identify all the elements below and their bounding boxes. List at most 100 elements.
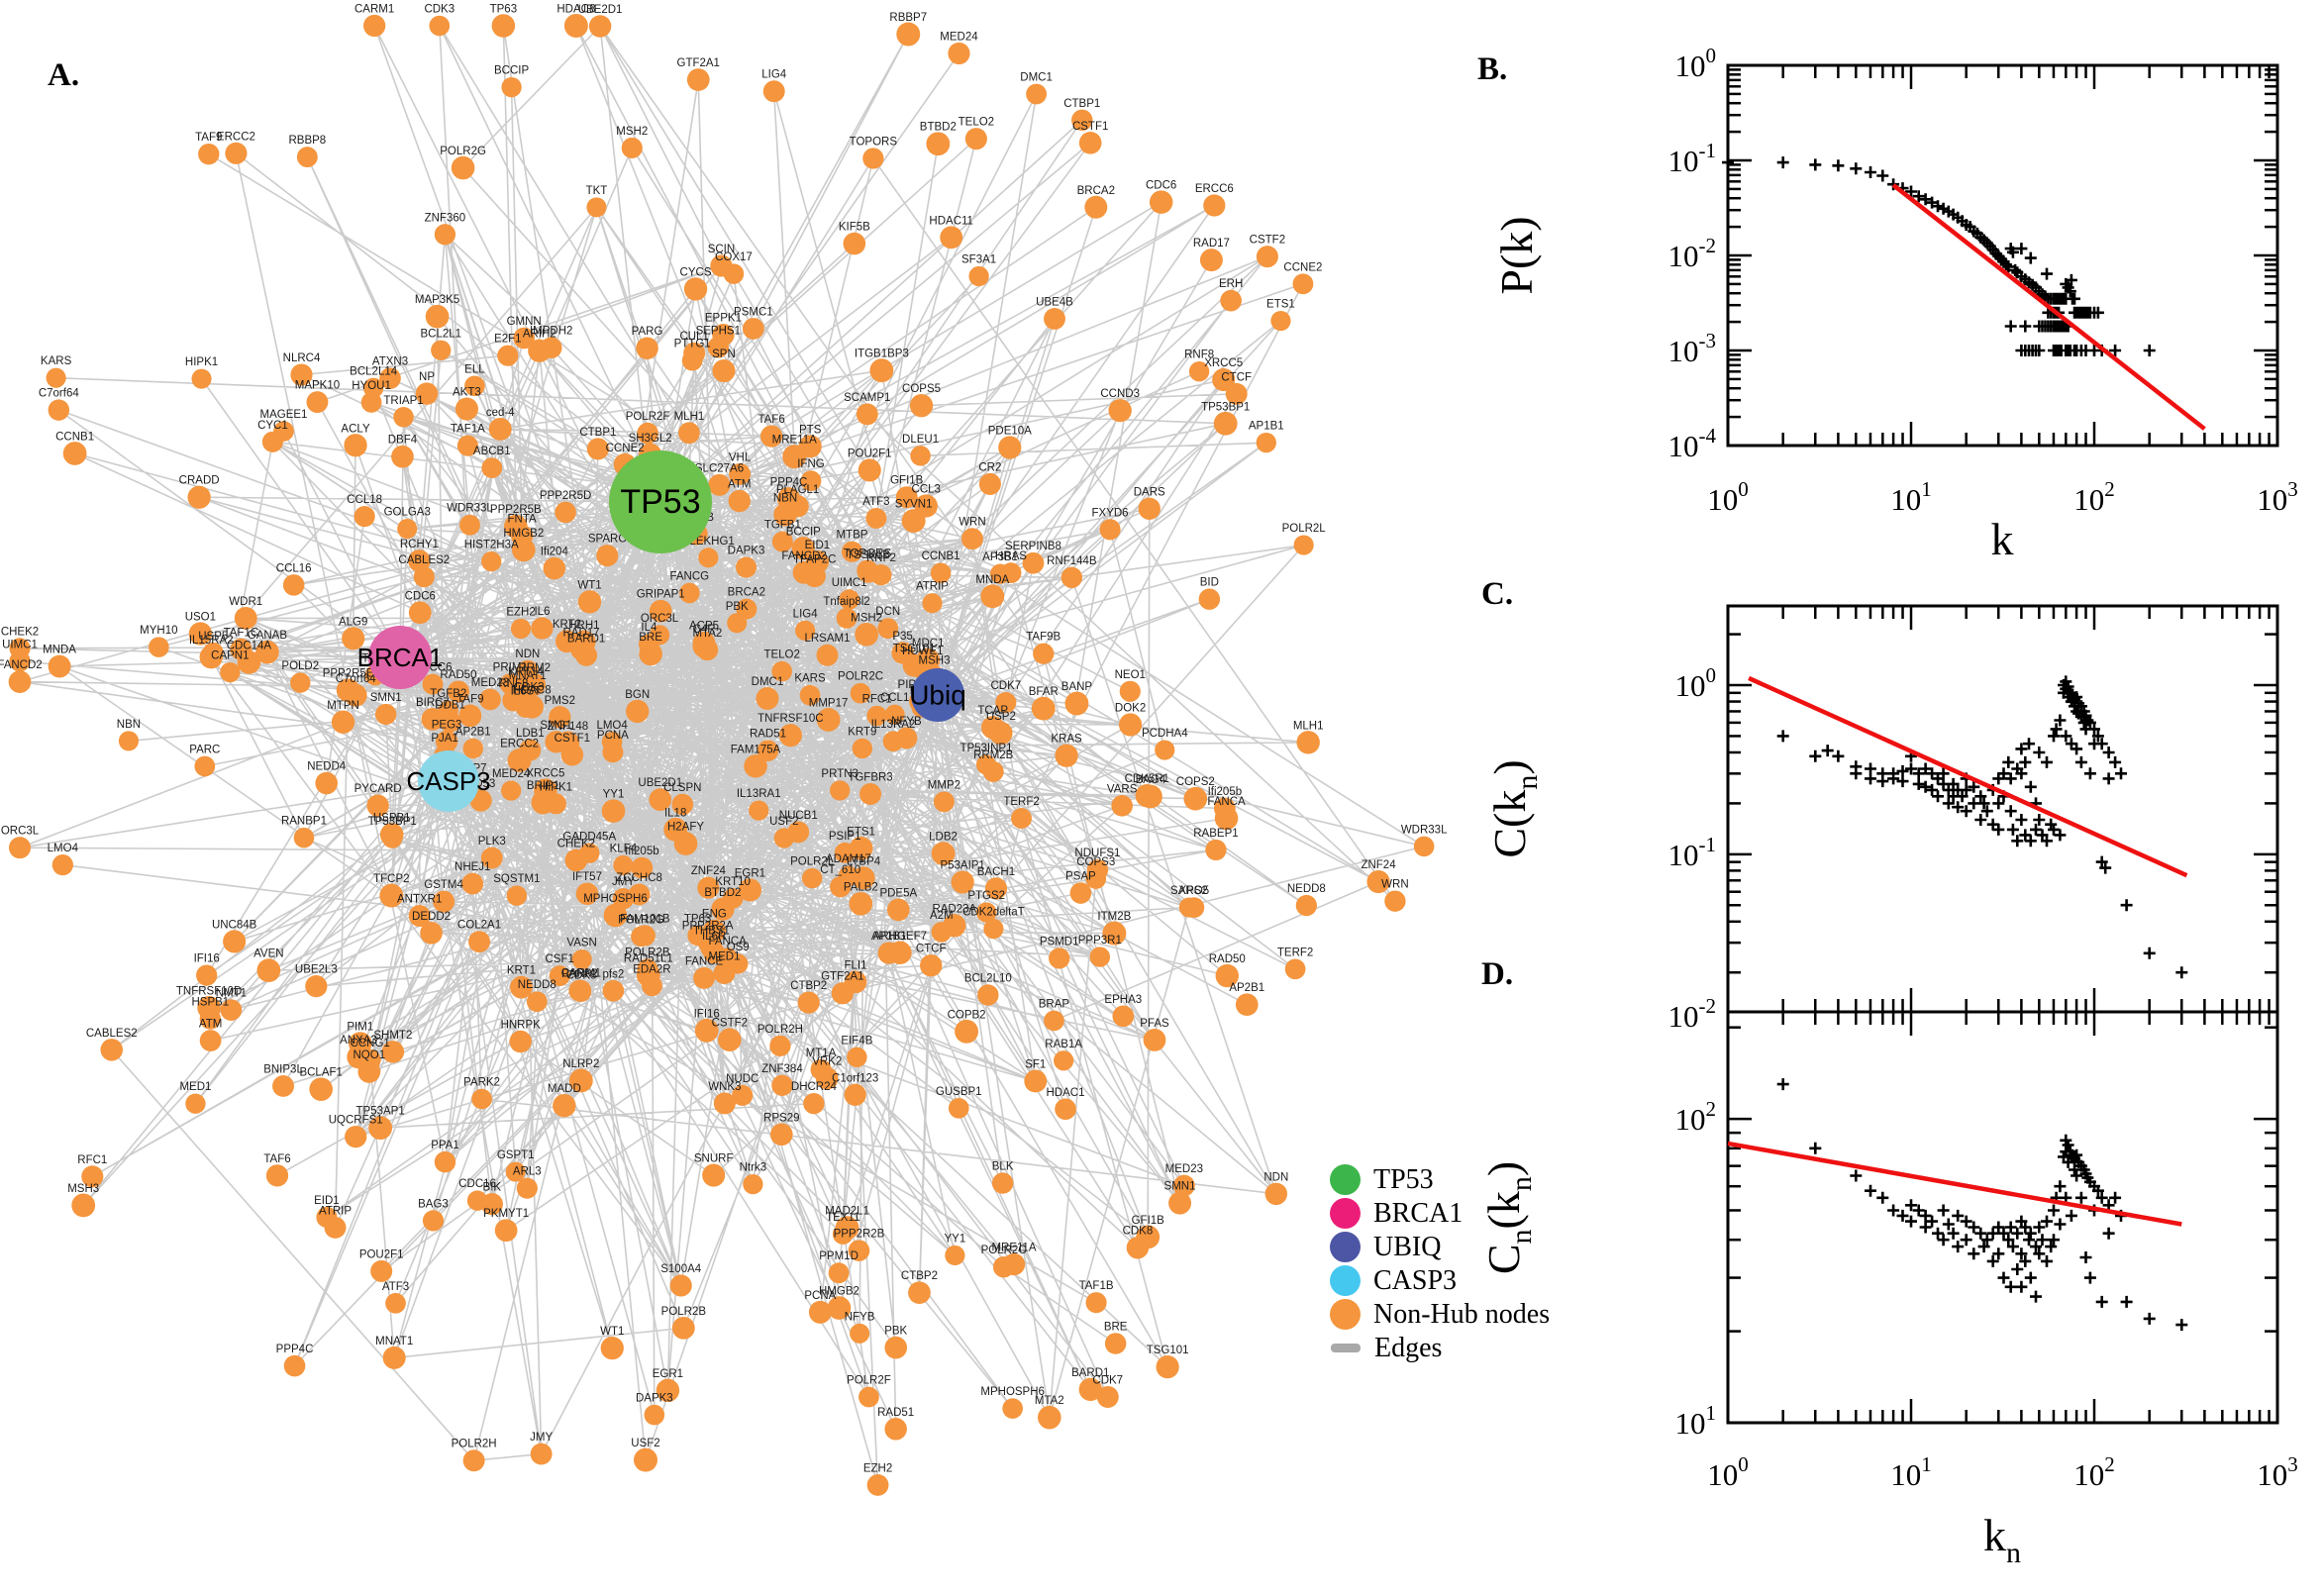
network-node [727, 953, 749, 974]
network-node [1033, 643, 1055, 664]
network-node-label: YY1 [603, 789, 625, 801]
network-node-label: TERF2 [1003, 796, 1039, 808]
network-node-label: CTBP1 [579, 427, 616, 439]
network-node-label: C4R [693, 624, 716, 636]
network-node-label: IL6 [534, 606, 550, 618]
network-node-label: EID1 [314, 1195, 340, 1207]
network-node-label: ITM2B [1097, 911, 1131, 923]
network-node-label: PTGS2 [967, 890, 1005, 902]
network-node [331, 710, 355, 734]
network-node [980, 584, 1005, 609]
network-node [995, 692, 1017, 714]
network-node [926, 132, 951, 156]
network-node-label: TAF1C [224, 627, 259, 639]
network-node [856, 403, 878, 426]
network-node-label: WDR33L [447, 503, 493, 515]
network-node-label: CDC6 [405, 590, 436, 602]
tick-label: 100 [1707, 477, 1749, 517]
tick-label: 102 [1675, 1097, 1717, 1137]
network-node-label: BCLAF1 [299, 1067, 342, 1079]
network-node [265, 1164, 289, 1187]
network-node-label: ALG9 [339, 616, 367, 628]
network-node-label: CR2 [978, 461, 1001, 473]
network-node [849, 891, 873, 916]
network-node [808, 1300, 832, 1324]
network-node-label: ced-4 [486, 407, 515, 419]
network-node-label: CYCS [680, 266, 712, 278]
network-node-label: RAB1A [1045, 1039, 1082, 1050]
network-node-label: COX17 [715, 251, 753, 263]
legend-item-label: CASP3 [1373, 1264, 1458, 1296]
network-node-label: SERPINB8 [1005, 541, 1061, 552]
network-node-label: DARS [1134, 486, 1165, 498]
network-node [743, 1173, 763, 1195]
network-node-label: LDB2 [929, 832, 958, 844]
network-node-label: NBN [117, 719, 141, 731]
network-node-label: POU2F1 [359, 1248, 404, 1260]
network-node [1214, 806, 1239, 831]
network-node-label: SCIN [708, 244, 735, 255]
network-node-label: RAD51 [877, 1407, 914, 1419]
y-axis-title: Cn​(kn​) [1478, 1161, 1538, 1274]
network-node [847, 1047, 867, 1068]
network-node [1235, 993, 1259, 1017]
network-node-label: IL13RA1 [737, 788, 781, 800]
network-node [385, 1292, 406, 1314]
network-node-label: RNF8 [498, 678, 528, 690]
network-node-label: LIG4 [793, 608, 819, 620]
network-node-label: ATF3 [862, 496, 889, 508]
network-node-label: SCAMP1 [844, 392, 890, 404]
network-node-label: MADD [548, 1083, 581, 1095]
network-node [1071, 109, 1093, 132]
network-node-label: KIF5B [839, 222, 870, 234]
network-node-label: TCAP [977, 705, 1008, 717]
network-node-label: CDK3 [514, 682, 545, 694]
network-node [1138, 497, 1161, 520]
network-node [976, 902, 997, 923]
hub-node-casp3: CASP3 [406, 750, 491, 812]
network-node [795, 620, 816, 641]
network-node [1366, 869, 1390, 894]
legend-item-tp53: TP53 [1330, 1164, 1550, 1195]
chart-frame [1726, 1010, 2279, 1425]
network-node-label: BARD1 [1071, 1367, 1109, 1379]
network-node [983, 919, 1004, 940]
network-node-label: NHEJ1 [454, 861, 490, 873]
network-node-label: CDK3 [424, 4, 454, 16]
network-node-label: POLD2 [281, 660, 319, 672]
network-node [1038, 1405, 1061, 1430]
network-node [586, 197, 607, 218]
network-node-label: NDN [1263, 1171, 1288, 1183]
network-node-label: PPP2R5D [540, 490, 591, 502]
network-node [1199, 249, 1223, 272]
network-node-label: PARK2 [463, 1077, 500, 1089]
network-node [1002, 1252, 1026, 1276]
network-node [948, 1097, 969, 1119]
network-node [579, 843, 600, 863]
network-node [1215, 963, 1239, 988]
network-node-label: ENG [702, 909, 727, 921]
network-node-label: WNK3 [708, 1081, 741, 1093]
network-node-label: BRIP1 [527, 780, 559, 792]
network-node [671, 1316, 695, 1340]
network-node-label: PPA1 [431, 1140, 459, 1151]
network-node [886, 898, 910, 922]
network-node-label: PDE10A [988, 426, 1032, 438]
network-node-label: BCCIP [494, 65, 529, 77]
network-node [728, 489, 751, 513]
network-node-label: OS9 [727, 942, 750, 953]
legend-item-non-hub-nodes: Non-Hub nodes [1330, 1299, 1550, 1330]
network-node-label: POU2F1 [848, 448, 892, 459]
network-node [859, 783, 882, 806]
network-node [694, 1018, 719, 1043]
network-node-label: COL2A1 [457, 920, 501, 932]
network-node-label: NEO1 [1115, 669, 1146, 681]
network-node-label: HDAC11 [929, 215, 973, 227]
network-node-label: Ifi204 [541, 547, 569, 558]
network-node [843, 232, 866, 255]
network-node [510, 618, 532, 640]
network-node [786, 495, 809, 518]
network-node-label: MPHOSPH6 [583, 893, 648, 905]
network-node [408, 601, 432, 625]
network-node-label: DAPK3 [728, 546, 765, 557]
